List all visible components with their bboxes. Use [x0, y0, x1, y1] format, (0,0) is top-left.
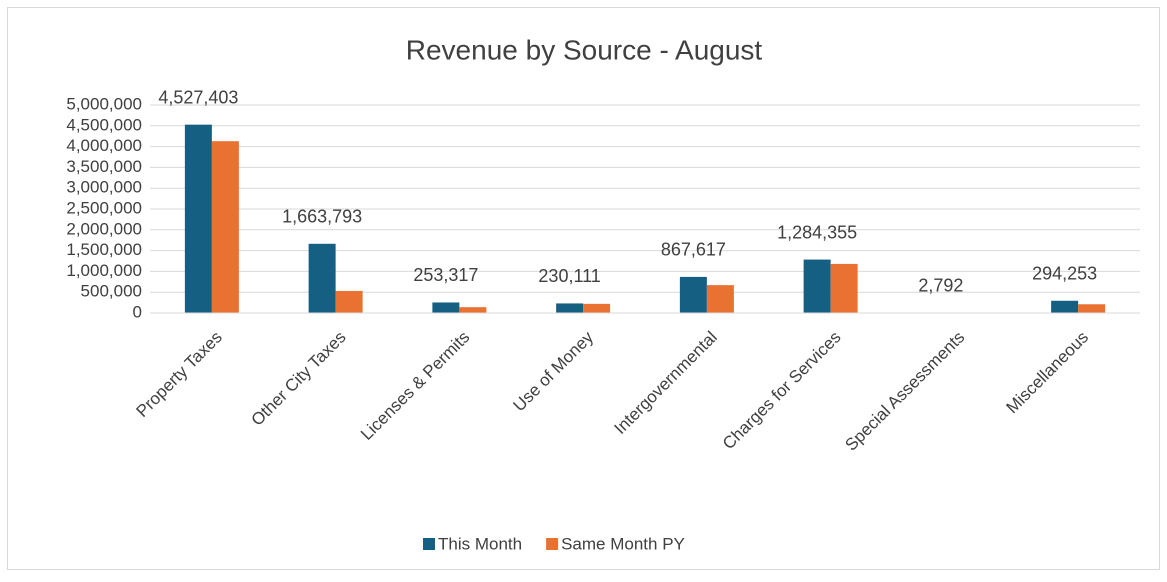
y-tick-label: 1,500,000 — [66, 240, 142, 259]
bar — [707, 285, 734, 313]
y-tick-label: 4,000,000 — [66, 136, 142, 155]
bar — [212, 141, 239, 313]
data-label: 4,527,403 — [158, 87, 238, 107]
bar — [336, 291, 363, 313]
y-tick-label: 2,500,000 — [66, 198, 142, 217]
data-label: 294,253 — [1032, 264, 1097, 284]
data-label: 867,617 — [661, 240, 726, 260]
bar — [309, 244, 336, 313]
y-tick-label: 3,500,000 — [66, 157, 142, 176]
y-tick-label: 0 — [133, 302, 142, 321]
data-label: 1,663,793 — [282, 207, 362, 227]
legend-swatch — [546, 538, 558, 550]
y-tick-label: 4,500,000 — [66, 115, 142, 134]
bar — [1051, 301, 1078, 313]
data-label: 2,792 — [918, 276, 963, 296]
y-tick-label: 2,000,000 — [66, 219, 142, 238]
bar — [459, 307, 486, 313]
legend-label: Same Month PY — [561, 534, 685, 553]
bar — [432, 302, 459, 313]
chart-title: Revenue by Source - August — [406, 34, 763, 65]
y-tick-label: 3,000,000 — [66, 178, 142, 197]
bar — [831, 264, 858, 313]
legend-swatch — [423, 538, 435, 550]
data-label: 230,111 — [538, 266, 600, 286]
bar — [583, 304, 610, 313]
data-label: 1,284,355 — [777, 222, 857, 242]
bar — [1078, 304, 1105, 313]
bar — [680, 277, 707, 313]
bar — [804, 260, 831, 313]
bar — [185, 125, 212, 313]
data-label: 253,317 — [413, 265, 478, 285]
y-tick-label: 1,000,000 — [66, 261, 142, 280]
legend-label: This Month — [438, 534, 522, 553]
bar — [556, 303, 583, 313]
y-tick-label: 500,000 — [81, 282, 142, 301]
y-tick-label: 5,000,000 — [66, 94, 142, 113]
